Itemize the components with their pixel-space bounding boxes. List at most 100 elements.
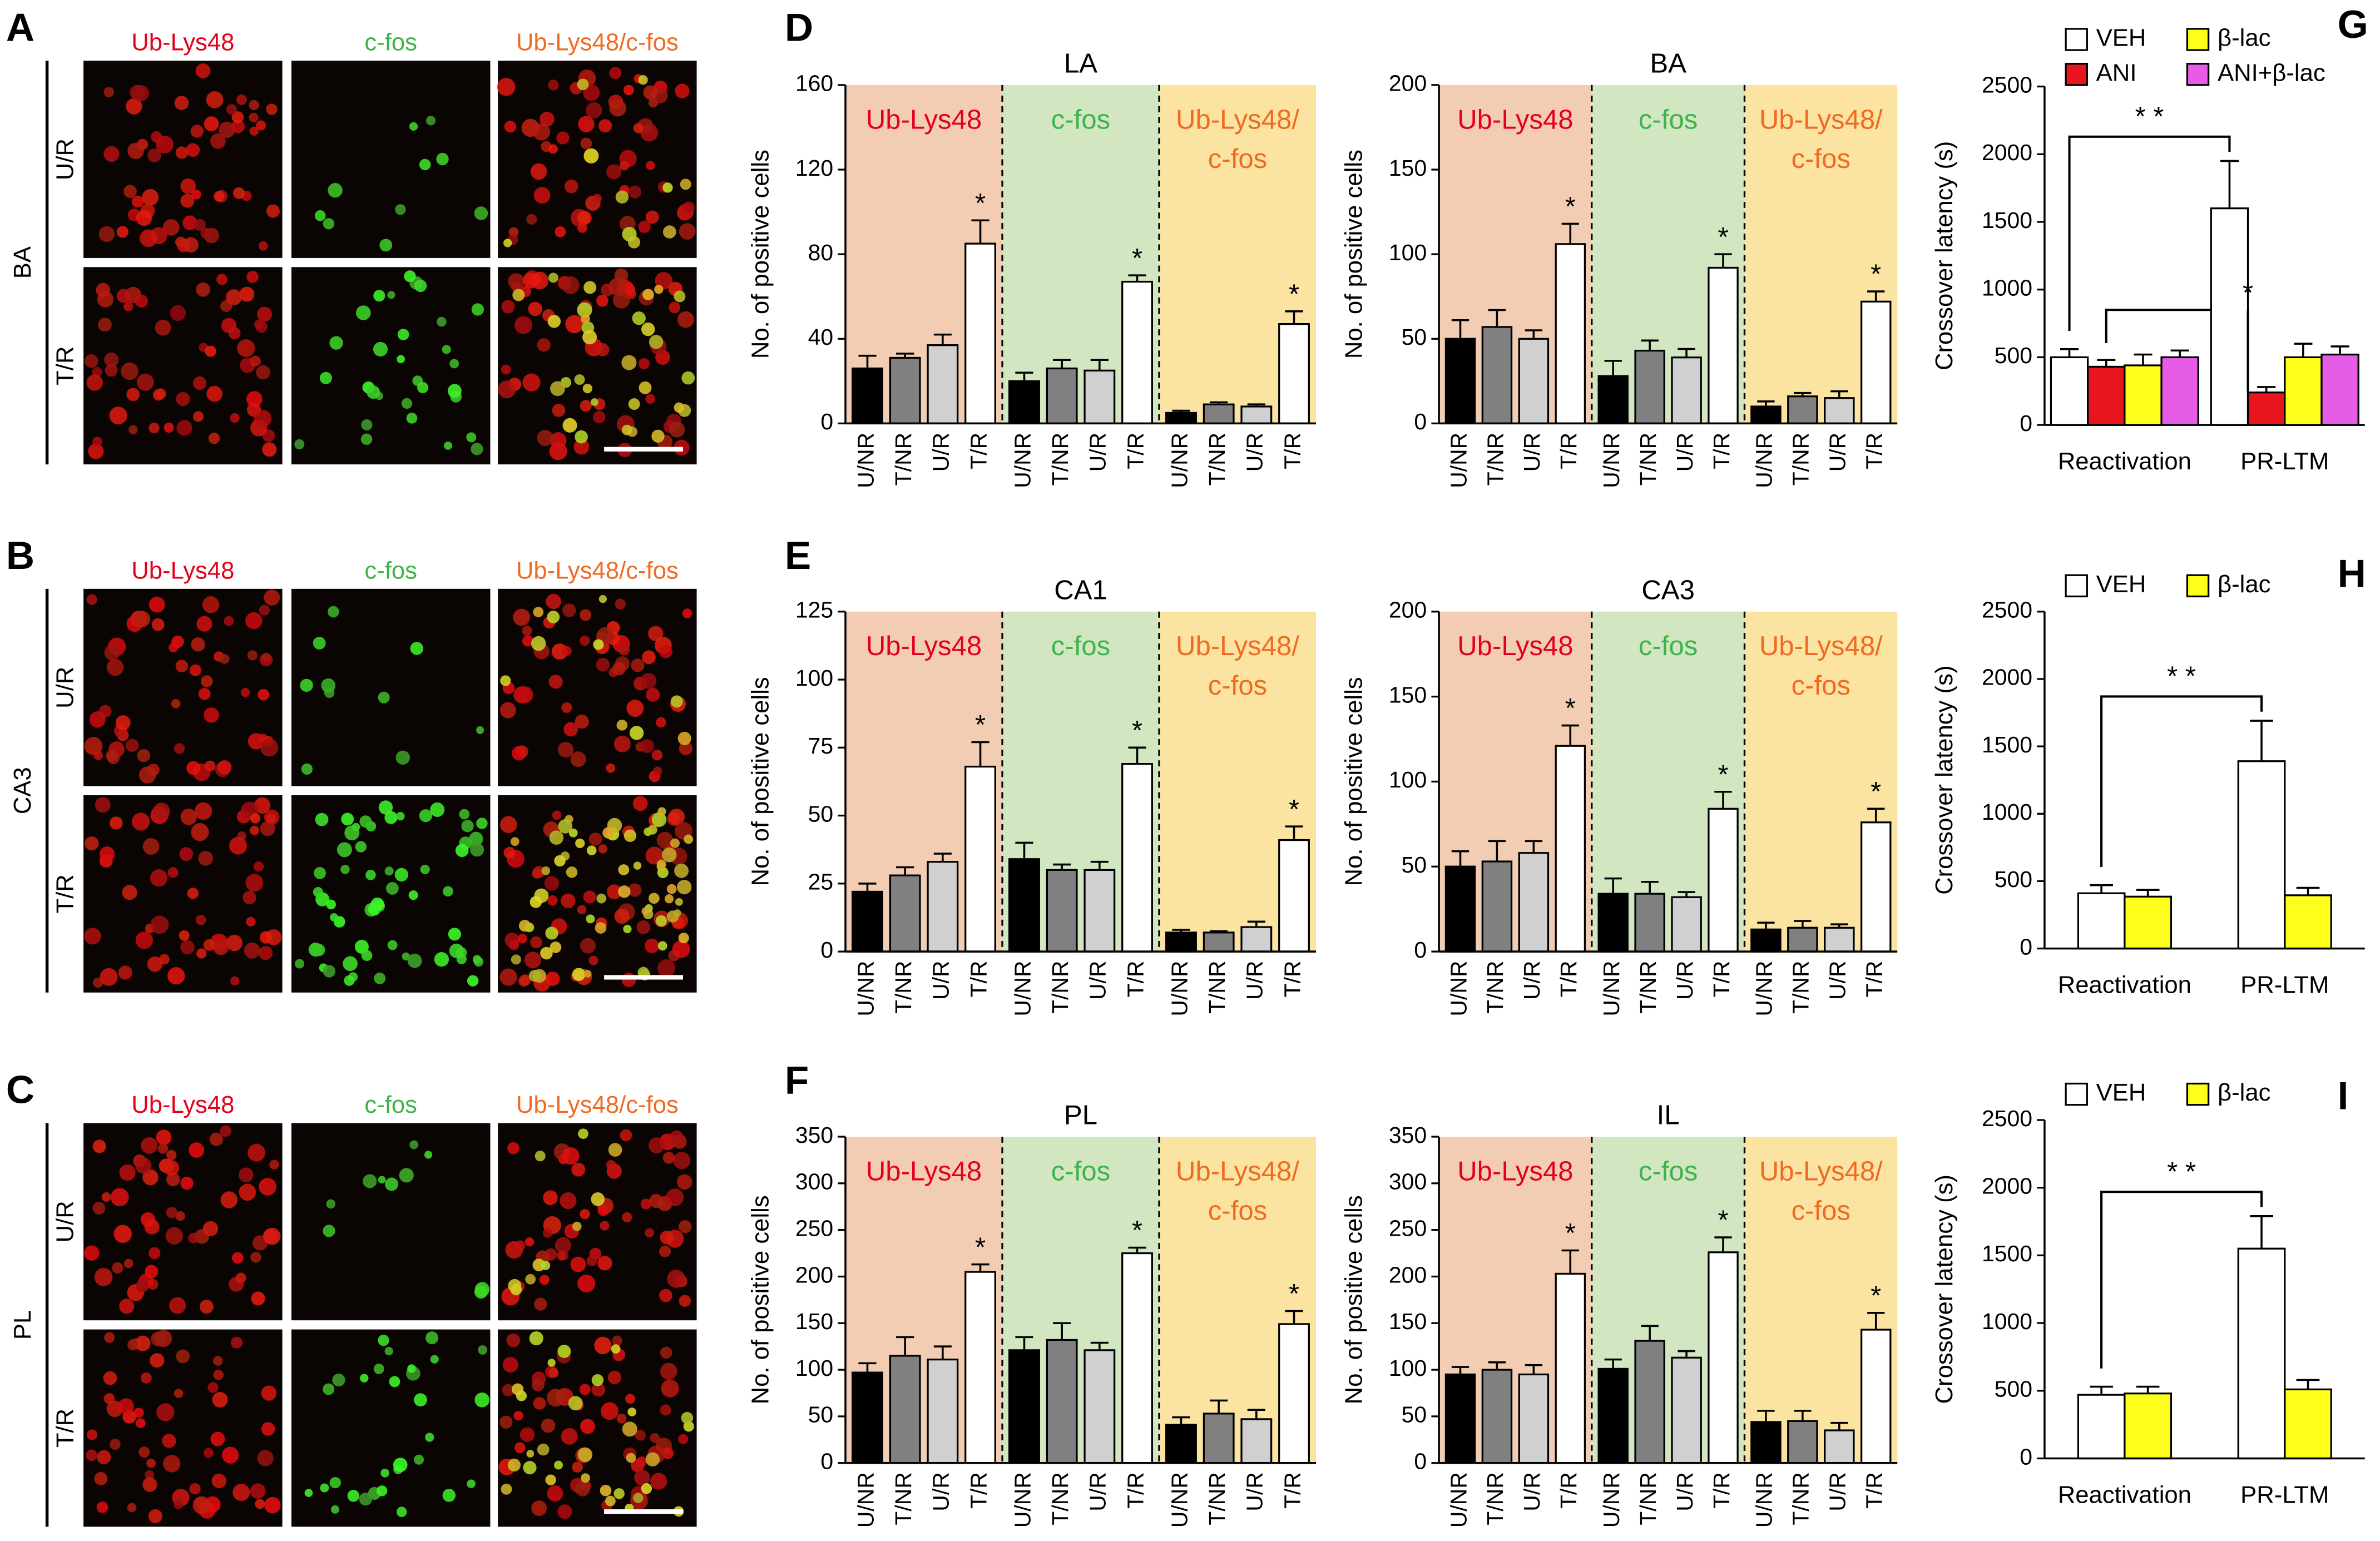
cell	[142, 838, 160, 855]
cell	[84, 928, 101, 945]
cell	[583, 890, 596, 904]
cell	[140, 1372, 152, 1384]
x-tick-label: U/NR	[1599, 960, 1624, 1016]
cell	[204, 116, 219, 131]
cell	[230, 413, 240, 423]
cell	[135, 294, 149, 308]
cell	[163, 1455, 181, 1473]
group-label: Ub-Lys48/	[1759, 105, 1883, 135]
x-tick-label: T/NR	[1482, 960, 1508, 1013]
x-tick-label: T/NR	[1635, 433, 1661, 485]
cell	[387, 291, 395, 299]
cell	[581, 1473, 590, 1483]
cell	[417, 381, 429, 394]
cell	[404, 270, 416, 283]
x-tick-label: U/NR	[1010, 1472, 1035, 1528]
cell	[679, 1220, 692, 1233]
chart-title: BA	[1650, 48, 1686, 78]
cell	[682, 201, 695, 214]
cell	[92, 1139, 106, 1153]
bar	[1787, 395, 1818, 425]
cell	[588, 833, 602, 846]
bar	[1708, 266, 1739, 425]
cell	[557, 742, 574, 758]
annotation: *	[1132, 716, 1142, 746]
cell	[189, 664, 201, 676]
cell	[93, 977, 103, 988]
y-tick-label: 125	[795, 597, 833, 623]
cell	[504, 120, 517, 133]
cell	[180, 809, 197, 825]
cell	[236, 94, 247, 105]
cell	[128, 425, 138, 434]
cell	[380, 1469, 389, 1478]
y-tick-label: 250	[795, 1215, 833, 1241]
cell	[295, 959, 305, 969]
cell	[522, 626, 532, 636]
cell	[638, 75, 648, 85]
cell	[150, 869, 168, 887]
x-tick-label: U/R	[928, 960, 954, 999]
cell	[103, 87, 114, 97]
cell	[326, 1199, 336, 1209]
cell	[407, 1364, 416, 1373]
cell	[597, 1256, 612, 1271]
cell	[180, 178, 196, 194]
y-tick-label: 100	[1389, 240, 1427, 265]
cell	[123, 1258, 133, 1269]
cell	[167, 867, 179, 878]
y-tick-label: 50	[808, 1402, 834, 1428]
cell	[175, 660, 189, 673]
x-tick-label: T/NR	[1047, 433, 1073, 485]
cell	[239, 1167, 254, 1182]
y-tick-label: 0	[820, 409, 833, 434]
cell	[636, 1456, 647, 1466]
cell	[205, 760, 216, 772]
bar	[1121, 762, 1153, 953]
cell	[679, 1295, 691, 1307]
cell	[542, 1228, 553, 1238]
cell	[396, 1507, 407, 1517]
cell	[474, 1392, 490, 1408]
cell	[593, 410, 606, 424]
cell	[632, 796, 648, 811]
cell	[461, 820, 474, 833]
cell	[319, 371, 332, 384]
cell	[239, 286, 255, 302]
cell	[578, 1128, 588, 1139]
cell	[259, 931, 273, 944]
cell	[596, 294, 608, 307]
bar	[2210, 207, 2249, 426]
cell	[537, 430, 553, 447]
cell	[425, 116, 436, 126]
cell	[95, 797, 111, 813]
cell	[127, 142, 144, 160]
cell	[595, 922, 607, 934]
cell	[430, 802, 445, 817]
panel-letter: E	[785, 534, 811, 578]
micrograph	[498, 1329, 697, 1527]
cell	[100, 968, 118, 986]
x-tick-label: U/R	[1242, 433, 1268, 472]
x-tick-label: U/NR	[853, 433, 878, 488]
x-tick-label: U/NR	[853, 960, 878, 1016]
cell	[572, 968, 586, 982]
y-tick-label: 150	[795, 1309, 833, 1334]
cell	[674, 290, 686, 303]
column-label: Ub-Lys48	[131, 557, 234, 584]
chart-title: PL	[1064, 1100, 1097, 1130]
cell	[673, 909, 681, 917]
group-label: Ub-Lys48/	[1176, 1156, 1299, 1186]
x-tick-label: PR-LTM	[2240, 971, 2329, 998]
cell	[260, 739, 279, 757]
annotation: * *	[2135, 102, 2164, 132]
cell	[220, 1125, 232, 1137]
bar	[1008, 380, 1040, 425]
y-tick-label: 350	[1389, 1122, 1427, 1148]
cell	[656, 859, 666, 869]
x-tick-label: U/R	[1085, 1472, 1111, 1511]
group-label: c-fos	[1051, 1156, 1110, 1186]
y-tick-label: 200	[1389, 597, 1427, 623]
cell	[681, 1411, 694, 1424]
cell	[645, 1228, 655, 1238]
